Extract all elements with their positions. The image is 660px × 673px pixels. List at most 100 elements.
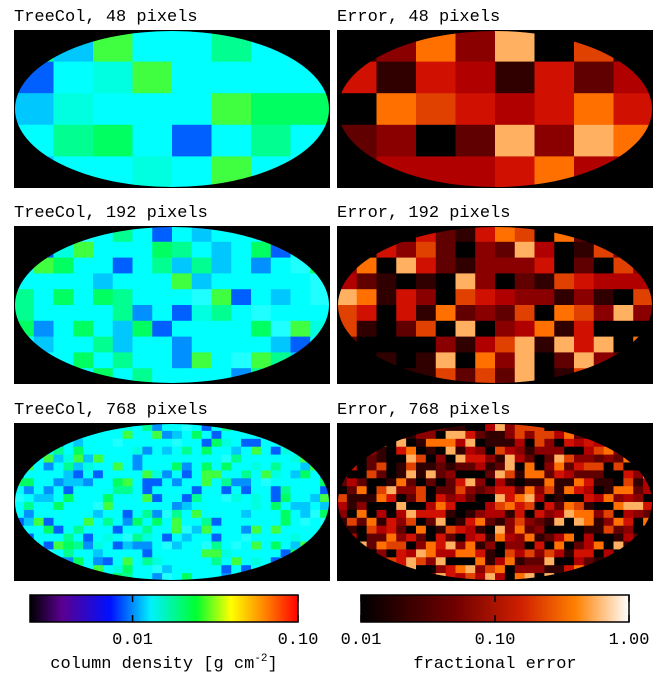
- map-cell: [593, 462, 605, 471]
- map-cell: [338, 486, 348, 495]
- map-cell: [231, 509, 242, 519]
- map-cell: [564, 525, 575, 535]
- map-cell: [181, 470, 193, 479]
- map-cell: [613, 541, 624, 550]
- map-cell: [514, 478, 526, 487]
- map-cell: [251, 549, 262, 558]
- map-cell: [416, 124, 456, 157]
- map-cell: [504, 557, 516, 566]
- map-cell: [603, 462, 614, 471]
- map-cell: [191, 517, 203, 527]
- map-cell: [574, 352, 595, 369]
- map-cell: [356, 494, 368, 503]
- map-cell: [211, 352, 232, 369]
- map-cell: [181, 557, 193, 566]
- map-cell: [475, 533, 486, 542]
- map-cell: [455, 557, 466, 566]
- map-cell: [201, 486, 212, 495]
- map-cell: [416, 446, 427, 456]
- map-cell: [495, 446, 506, 456]
- map-cell: [201, 454, 212, 463]
- map-cell: [290, 486, 301, 495]
- map-cell: [574, 446, 585, 456]
- map-cell: [172, 462, 183, 471]
- map-cell: [376, 454, 387, 463]
- map-cell: [112, 320, 133, 338]
- map-cell: [574, 93, 614, 126]
- map-cell: [544, 486, 555, 495]
- map-cell: [152, 424, 163, 432]
- map-cell: [534, 241, 555, 259]
- map-cell: [396, 517, 407, 527]
- map-cell: [112, 549, 124, 558]
- map-cell: [132, 509, 143, 519]
- map-cell: [376, 446, 387, 456]
- map-cell: [211, 502, 222, 511]
- map-cell: [514, 430, 526, 440]
- map-cell: [603, 446, 614, 456]
- map-cell: [83, 557, 94, 566]
- map-cell: [534, 430, 545, 440]
- map-cell: [142, 541, 153, 550]
- map-cell: [593, 454, 605, 463]
- map-cell: [162, 430, 173, 440]
- map-cell: [514, 541, 526, 550]
- map-cell: [290, 533, 301, 542]
- map-cell: [396, 557, 407, 566]
- map-cell: [435, 486, 447, 495]
- map-cell: [211, 241, 232, 259]
- map-cell: [270, 541, 282, 550]
- map-cell: [142, 565, 153, 574]
- map-cell: [251, 305, 272, 322]
- map-cell: [191, 478, 203, 487]
- map-cell: [142, 446, 153, 456]
- map-cell: [485, 470, 496, 479]
- map-cell: [396, 257, 417, 274]
- map-cell: [290, 273, 311, 290]
- map-cell: [465, 517, 476, 527]
- map-cell: [73, 462, 84, 471]
- map-cell: [241, 438, 252, 448]
- map-cell: [172, 565, 183, 574]
- map-cell: [172, 478, 183, 487]
- map-cell: [583, 557, 595, 566]
- map-cell: [386, 525, 397, 535]
- map-cell: [416, 509, 427, 519]
- map-cell: [231, 257, 252, 274]
- map-cell: [290, 517, 301, 527]
- map-cell: [221, 525, 232, 535]
- map-cell: [504, 549, 516, 558]
- map-cell: [376, 336, 397, 353]
- map-cell: [613, 494, 624, 503]
- map-cell: [63, 509, 74, 519]
- map-cell: [475, 430, 486, 440]
- map-cell: [15, 502, 25, 511]
- map-cell: [191, 424, 203, 432]
- map-cell: [320, 502, 329, 511]
- map-cell: [583, 446, 595, 456]
- map-cell: [495, 352, 516, 369]
- map-cell: [201, 533, 212, 542]
- map-cell: [162, 502, 173, 511]
- map-cell: [504, 509, 516, 519]
- map-cell: [495, 93, 535, 126]
- map-cell: [142, 438, 153, 448]
- map-cell: [534, 273, 555, 290]
- map-cell: [514, 470, 526, 479]
- map-cell: [63, 502, 74, 511]
- map-cell: [191, 573, 203, 580]
- map-cell: [112, 336, 133, 353]
- map-cell: [534, 124, 575, 157]
- map-cell: [122, 509, 133, 519]
- map-cell: [495, 462, 506, 471]
- map-cell: [320, 486, 329, 495]
- map-cell: [152, 470, 163, 479]
- tick-label: 1.00: [609, 631, 650, 650]
- map-cell: [416, 502, 427, 511]
- map-cell: [211, 517, 222, 527]
- map-cell: [132, 320, 153, 338]
- map-cell: [162, 565, 173, 574]
- map-cell: [231, 241, 252, 259]
- map-cell: [201, 446, 212, 456]
- map-cell: [465, 549, 476, 558]
